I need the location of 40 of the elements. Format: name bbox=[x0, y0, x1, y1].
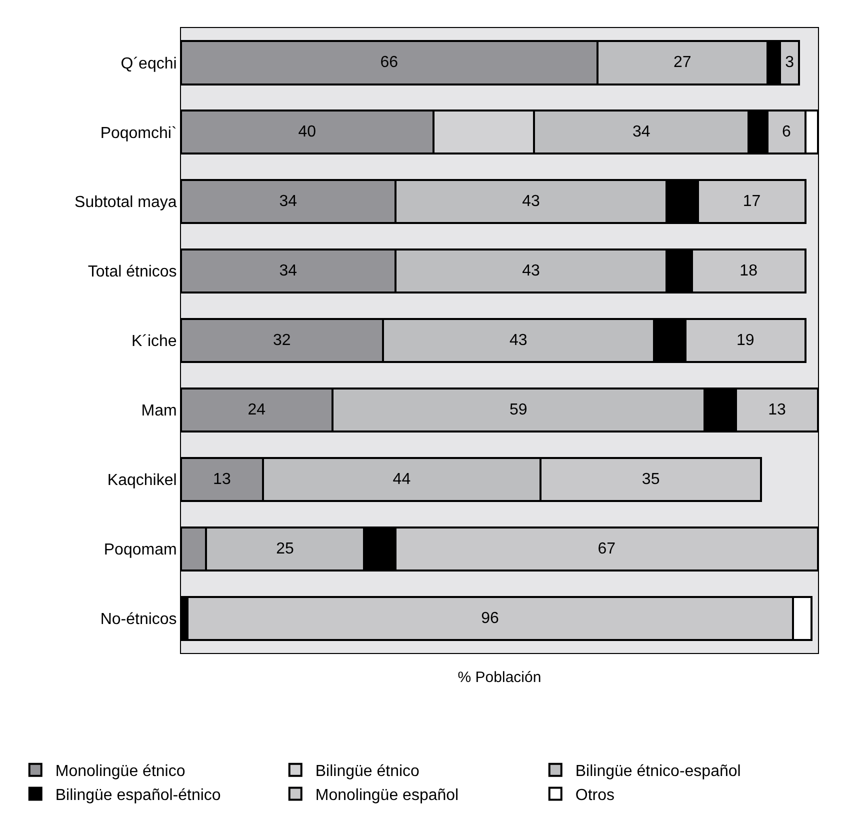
data-label: 17 bbox=[742, 193, 761, 210]
data-label: 27 bbox=[673, 54, 692, 72]
data-label: 43 bbox=[509, 332, 528, 349]
legend-label: Monolingüe español bbox=[315, 786, 459, 804]
data-label: 19 bbox=[736, 332, 754, 349]
data-label: 35 bbox=[642, 470, 660, 488]
data-label: 34 bbox=[279, 193, 298, 210]
legend-label: Monolingüe étnico bbox=[55, 763, 186, 780]
data-label: 40 bbox=[298, 124, 316, 141]
legend-label: Otros bbox=[575, 786, 615, 804]
data-label: 13 bbox=[768, 401, 786, 418]
data-label: 34 bbox=[632, 124, 650, 141]
data-label: 18 bbox=[740, 262, 758, 280]
data-label: 66 bbox=[380, 54, 398, 72]
y-tick-label: Subtotal maya bbox=[74, 194, 177, 212]
y-tick-label: Q´eqchi bbox=[120, 55, 177, 72]
data-label: 6 bbox=[782, 124, 791, 141]
y-tick-label: Kaqchikel bbox=[107, 472, 177, 489]
data-label: 96 bbox=[481, 610, 499, 627]
data-label: 43 bbox=[522, 193, 540, 210]
data-label: 13 bbox=[213, 470, 231, 488]
y-tick-label: Total étnicos bbox=[88, 264, 177, 281]
y-tick-label: Mam bbox=[141, 402, 177, 420]
x-axis-title: % Población bbox=[458, 669, 542, 686]
y-tick-label: Poqomam bbox=[104, 541, 177, 558]
data-label: 59 bbox=[509, 401, 528, 418]
data-label: 32 bbox=[272, 332, 291, 349]
data-label: 3 bbox=[785, 54, 794, 72]
legend-label: Bilingüe étnico-español bbox=[575, 763, 741, 780]
legend-label: Bilingüe español-étnico bbox=[55, 786, 221, 804]
y-tick-label: K´iche bbox=[131, 333, 177, 350]
y-tick-label: No-étnicos bbox=[100, 610, 177, 628]
data-label: 24 bbox=[248, 401, 266, 418]
legend-label: Bilingüe étnico bbox=[315, 763, 420, 780]
data-label: 34 bbox=[279, 262, 298, 280]
data-label: 43 bbox=[522, 262, 540, 280]
data-label: 25 bbox=[276, 540, 294, 558]
data-label: 67 bbox=[598, 540, 616, 558]
y-tick-label: Poqomchi` bbox=[100, 124, 177, 142]
data-label: 44 bbox=[392, 470, 411, 488]
